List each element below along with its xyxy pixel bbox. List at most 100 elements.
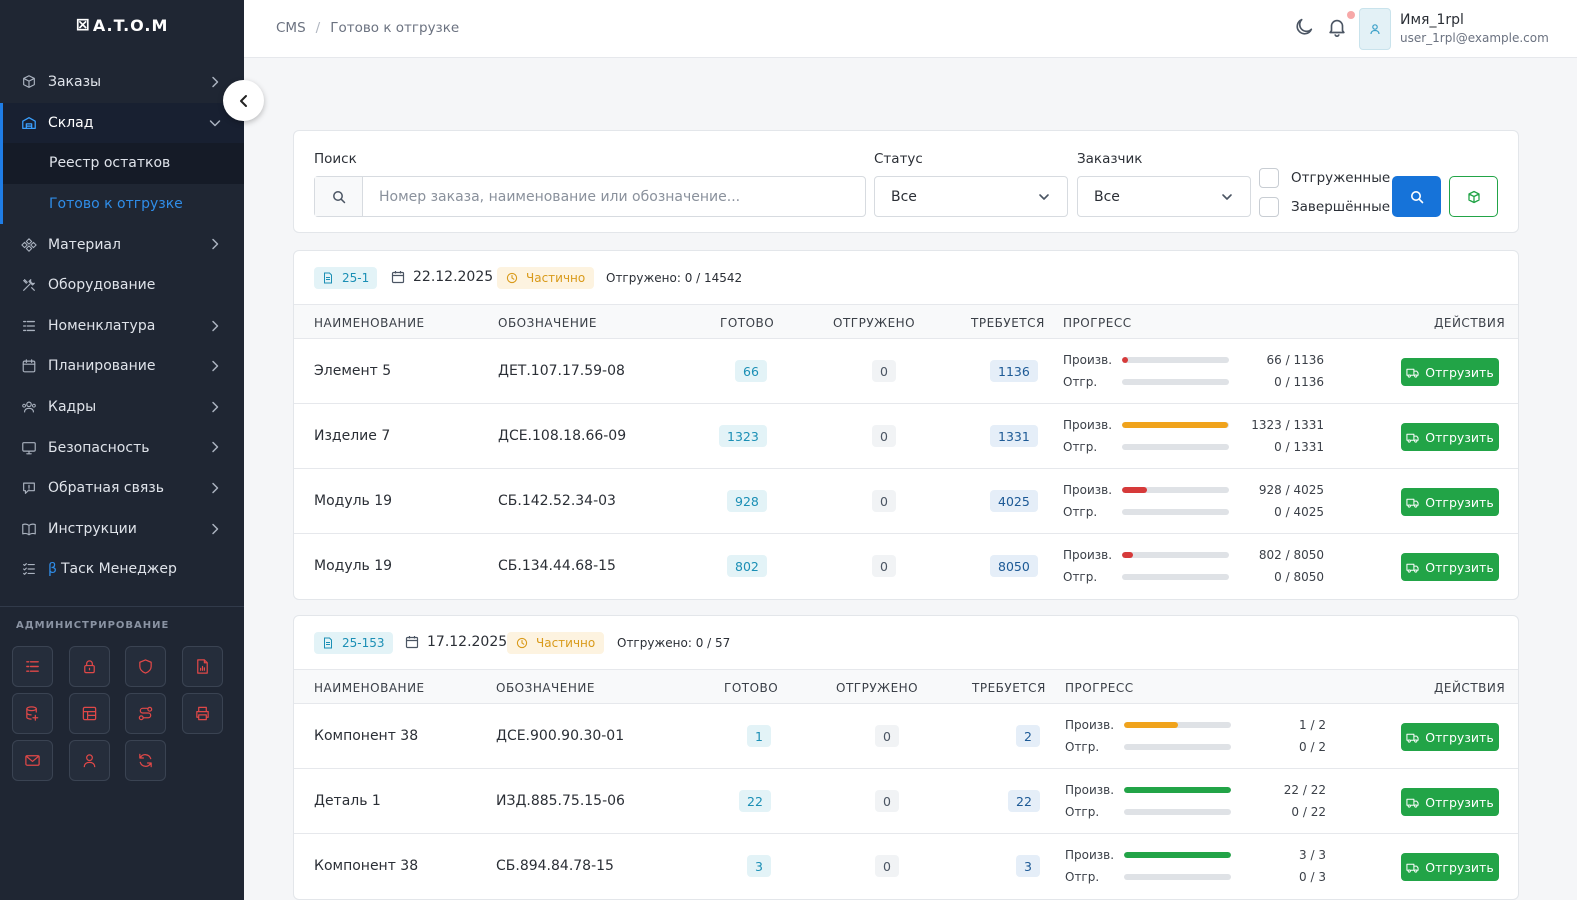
admin-list-button[interactable] <box>12 646 53 687</box>
sidebar-item-3[interactable]: Оборудование <box>0 265 244 306</box>
shipment-label: Отгр. <box>1065 870 1100 884</box>
admin-printer-button[interactable] <box>181 693 223 734</box>
shipped-count-badge: 0 <box>872 425 896 447</box>
sidebar-item-8[interactable]: Обратная связь <box>0 468 244 509</box>
sidebar-item-label: Оборудование <box>48 277 156 294</box>
completed-checkbox-row[interactable]: Завершённые <box>1259 197 1390 217</box>
production-progress-value: 1323 / 1331 <box>1251 418 1324 432</box>
shield-icon <box>139 659 152 674</box>
sidebar-item-label: Безопасность <box>48 439 150 456</box>
order-number-badge[interactable]: 25-153 <box>314 632 393 654</box>
material-icon <box>21 237 37 252</box>
chevron-right-icon <box>208 359 222 373</box>
ready-count-badge: 3 <box>747 855 771 877</box>
chevron-right-icon <box>208 440 222 454</box>
customer-select[interactable]: Все <box>1077 176 1251 217</box>
sidebar-item-label: Планирование <box>48 358 156 375</box>
sidebar-item-label: Материал <box>48 236 121 253</box>
lock-icon <box>83 660 95 674</box>
avatar[interactable] <box>1359 8 1391 50</box>
sidebar-item-2[interactable]: Материал <box>0 224 244 265</box>
package-button[interactable] <box>1449 176 1498 217</box>
admin-mail-button[interactable] <box>12 740 53 781</box>
required-count-badge: 8050 <box>990 555 1038 577</box>
shipped-summary: Отгружено: 0 / 14542 <box>606 271 743 285</box>
shipment-label: Отгр. <box>1063 570 1098 584</box>
column-header-progress: ПРОГРЕСС <box>1065 681 1134 695</box>
sidebar-item-7[interactable]: Безопасность <box>0 427 244 468</box>
ship-button[interactable]: Отгрузить <box>1401 358 1499 386</box>
sidebar-item-5[interactable]: Планирование <box>0 346 244 387</box>
status-label: Статус <box>874 151 923 167</box>
admin-refresh-button[interactable] <box>125 740 166 781</box>
beta-badge: β <box>48 561 57 578</box>
ship-button[interactable]: Отгрузить <box>1401 853 1499 881</box>
admin-database-button[interactable] <box>12 693 53 734</box>
completed-checkbox[interactable] <box>1259 197 1279 217</box>
production-progress-value: 1 / 2 <box>1299 718 1326 732</box>
shipment-progress-value: 0 / 2 <box>1299 740 1326 754</box>
ship-button[interactable]: Отгрузить <box>1401 423 1499 451</box>
production-label: Произв. <box>1065 718 1115 732</box>
shipped-checkbox[interactable] <box>1259 168 1279 188</box>
breadcrumb-root[interactable]: CMS <box>276 20 306 36</box>
item-name: Деталь 1 <box>314 793 381 809</box>
sidebar-item-task-manager[interactable]: β Таск Менеджер <box>0 549 244 590</box>
collapse-sidebar-button[interactable] <box>223 80 264 121</box>
admin-user-button[interactable] <box>68 740 110 781</box>
sidebar-item-0[interactable]: Заказы <box>0 62 244 103</box>
route-icon <box>138 706 153 721</box>
book-icon <box>20 520 38 538</box>
truck-icon <box>1406 733 1419 743</box>
required-count-badge: 1331 <box>990 425 1038 447</box>
shipped-checkbox-row[interactable]: Отгруженные <box>1259 168 1390 188</box>
production-progress-bar <box>1124 852 1231 858</box>
logo-mark: ⊠ <box>75 15 91 35</box>
item-name: Компонент 38 <box>314 728 419 744</box>
admin-file-chart-button[interactable] <box>181 646 223 687</box>
column-header-shipped: ОТГРУЖЕНО <box>836 681 919 695</box>
production-progress-bar <box>1122 357 1229 363</box>
admin-route-button[interactable] <box>125 693 166 734</box>
admin-shield-button[interactable] <box>125 646 166 687</box>
admin-lock-button[interactable] <box>68 646 110 687</box>
ship-button[interactable]: Отгрузить <box>1401 723 1499 751</box>
task-icon <box>23 563 35 576</box>
chevron-right-icon <box>212 360 219 372</box>
file-chart-icon <box>196 659 208 674</box>
calendar-icon <box>391 271 405 284</box>
sidebar-subitem-ready-to-ship[interactable]: Готово к отгрузке <box>0 183 244 225</box>
order-card: 25-1 22.12.2025 Частично Отгружено: 0 / 145… <box>293 250 1519 600</box>
sidebar-item-6[interactable]: Кадры <box>0 387 244 428</box>
column-header-actions: ДЕЙСТВИЯ <box>1434 316 1506 330</box>
moon-icon[interactable] <box>1293 16 1315 38</box>
sidebar-item-1[interactable]: Склад <box>0 102 244 144</box>
bell-icon[interactable] <box>1326 16 1348 38</box>
column-header-shipped: ОТГРУЖЕНО <box>833 316 916 330</box>
search-input[interactable] <box>363 177 865 216</box>
customer-label: Заказчик <box>1077 151 1143 167</box>
status-select[interactable]: Все <box>874 176 1068 217</box>
ship-button[interactable]: Отгрузить <box>1401 488 1499 516</box>
shipment-progress-bar <box>1124 809 1231 815</box>
list-icon <box>26 661 39 672</box>
order-number-badge[interactable]: 25-1 <box>314 267 378 289</box>
admin-layout-button[interactable] <box>68 693 110 734</box>
shipped-count-badge: 0 <box>875 725 899 747</box>
sidebar-subitem-stock-registry[interactable]: Реестр остатков <box>0 143 244 184</box>
sidebar-item-9[interactable]: Инструкции <box>0 509 244 550</box>
ship-button[interactable]: Отгрузить <box>1401 553 1499 581</box>
item-designation: ИЗД.885.75.15-06 <box>496 793 625 809</box>
table-row: Модуль 19 СБ.142.52.34-03 928 0 4025 Произв. О… <box>294 469 1518 534</box>
mail-icon <box>25 755 40 766</box>
sidebar-item-label: Склад <box>48 114 94 131</box>
sidebar-item-label: Таск Менеджер <box>60 561 177 578</box>
ship-button[interactable]: Отгрузить <box>1401 788 1499 816</box>
chevron-left-icon <box>239 94 247 107</box>
item-designation: ДСЕ.900.90.30-01 <box>496 728 625 744</box>
shipment-label: Отгр. <box>1065 740 1100 754</box>
user-name[interactable]: Имя_1rpl <box>1400 12 1464 28</box>
sidebar-item-4[interactable]: Номенклатура <box>0 306 244 347</box>
logo[interactable]: ⊠ A.T.O.M <box>0 0 244 50</box>
search-button[interactable] <box>1392 176 1441 217</box>
